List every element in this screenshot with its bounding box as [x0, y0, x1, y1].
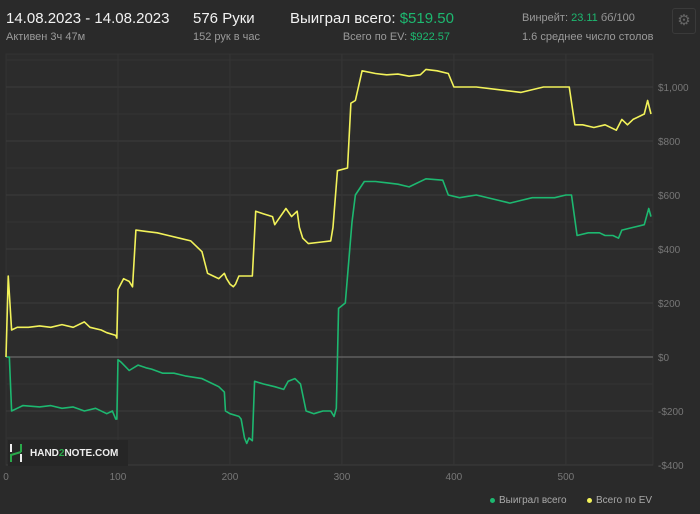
x-tick-label: 500	[558, 472, 575, 483]
x-tick-label: 200	[222, 472, 239, 483]
winrate-label: Винрейт:	[522, 12, 569, 24]
x-tick-label: 300	[334, 472, 351, 483]
ev-line	[5, 68, 652, 358]
logo-text: HAND2NOTE.COM	[30, 447, 119, 459]
date-range: 14.08.2023 - 14.08.2023	[6, 10, 170, 27]
y-tick-label: $800	[658, 137, 681, 148]
winrate: Винрейт: 23.11 бб/100	[522, 12, 635, 24]
legend-item-won[interactable]: Выиграл всего	[490, 495, 567, 506]
x-tick-label: 0	[3, 472, 9, 483]
x-tick-label: 100	[110, 472, 127, 483]
chart: 0 100 200 300 400 500 $1,000 $800 $600 $400 $200 $0…	[3, 53, 690, 483]
won-label: Выиграл всего:	[290, 10, 396, 27]
avg-tables: 1.6 среднее число столов	[522, 31, 654, 43]
ev-total: Всего по EV: $922.57	[343, 31, 450, 43]
y-tick-label: -$400	[658, 461, 684, 472]
winrate-unit: бб/100	[600, 12, 635, 24]
y-tick-label: $400	[658, 245, 681, 256]
ev-value: $922.57	[410, 31, 450, 43]
won-total: Выиграл всего: $519.50	[290, 10, 454, 27]
ev-dot-icon	[587, 497, 592, 503]
won-dot-icon	[490, 497, 495, 503]
y-tick-label: $0	[658, 353, 670, 364]
gear-icon[interactable]: ⚙	[672, 8, 696, 34]
y-tick-label: $200	[658, 299, 681, 310]
legend-label: Выиграл всего	[499, 495, 567, 506]
won-value: $519.50	[399, 10, 454, 27]
legend-item-ev[interactable]: Всего по EV	[587, 495, 652, 506]
winrate-value: 23.11	[571, 12, 598, 24]
hands-count: 576 Руки	[193, 10, 255, 27]
y-tick-label: $1,000	[658, 83, 689, 94]
active-time: Активен 3ч 47м	[6, 31, 86, 43]
hands-per-hour: 152 рук в час	[193, 31, 261, 43]
ev-label: Всего по EV:	[342, 31, 408, 43]
hand2note-logo: HAND2NOTE.COM	[8, 440, 128, 466]
won-line	[6, 178, 652, 445]
legend-label: Всего по EV	[596, 495, 653, 506]
y-tick-label: -$200	[658, 407, 684, 418]
x-tick-label: 400	[446, 472, 463, 483]
plot-area	[5, 53, 654, 466]
logo-icon	[10, 444, 22, 462]
y-tick-label: $600	[658, 191, 681, 202]
